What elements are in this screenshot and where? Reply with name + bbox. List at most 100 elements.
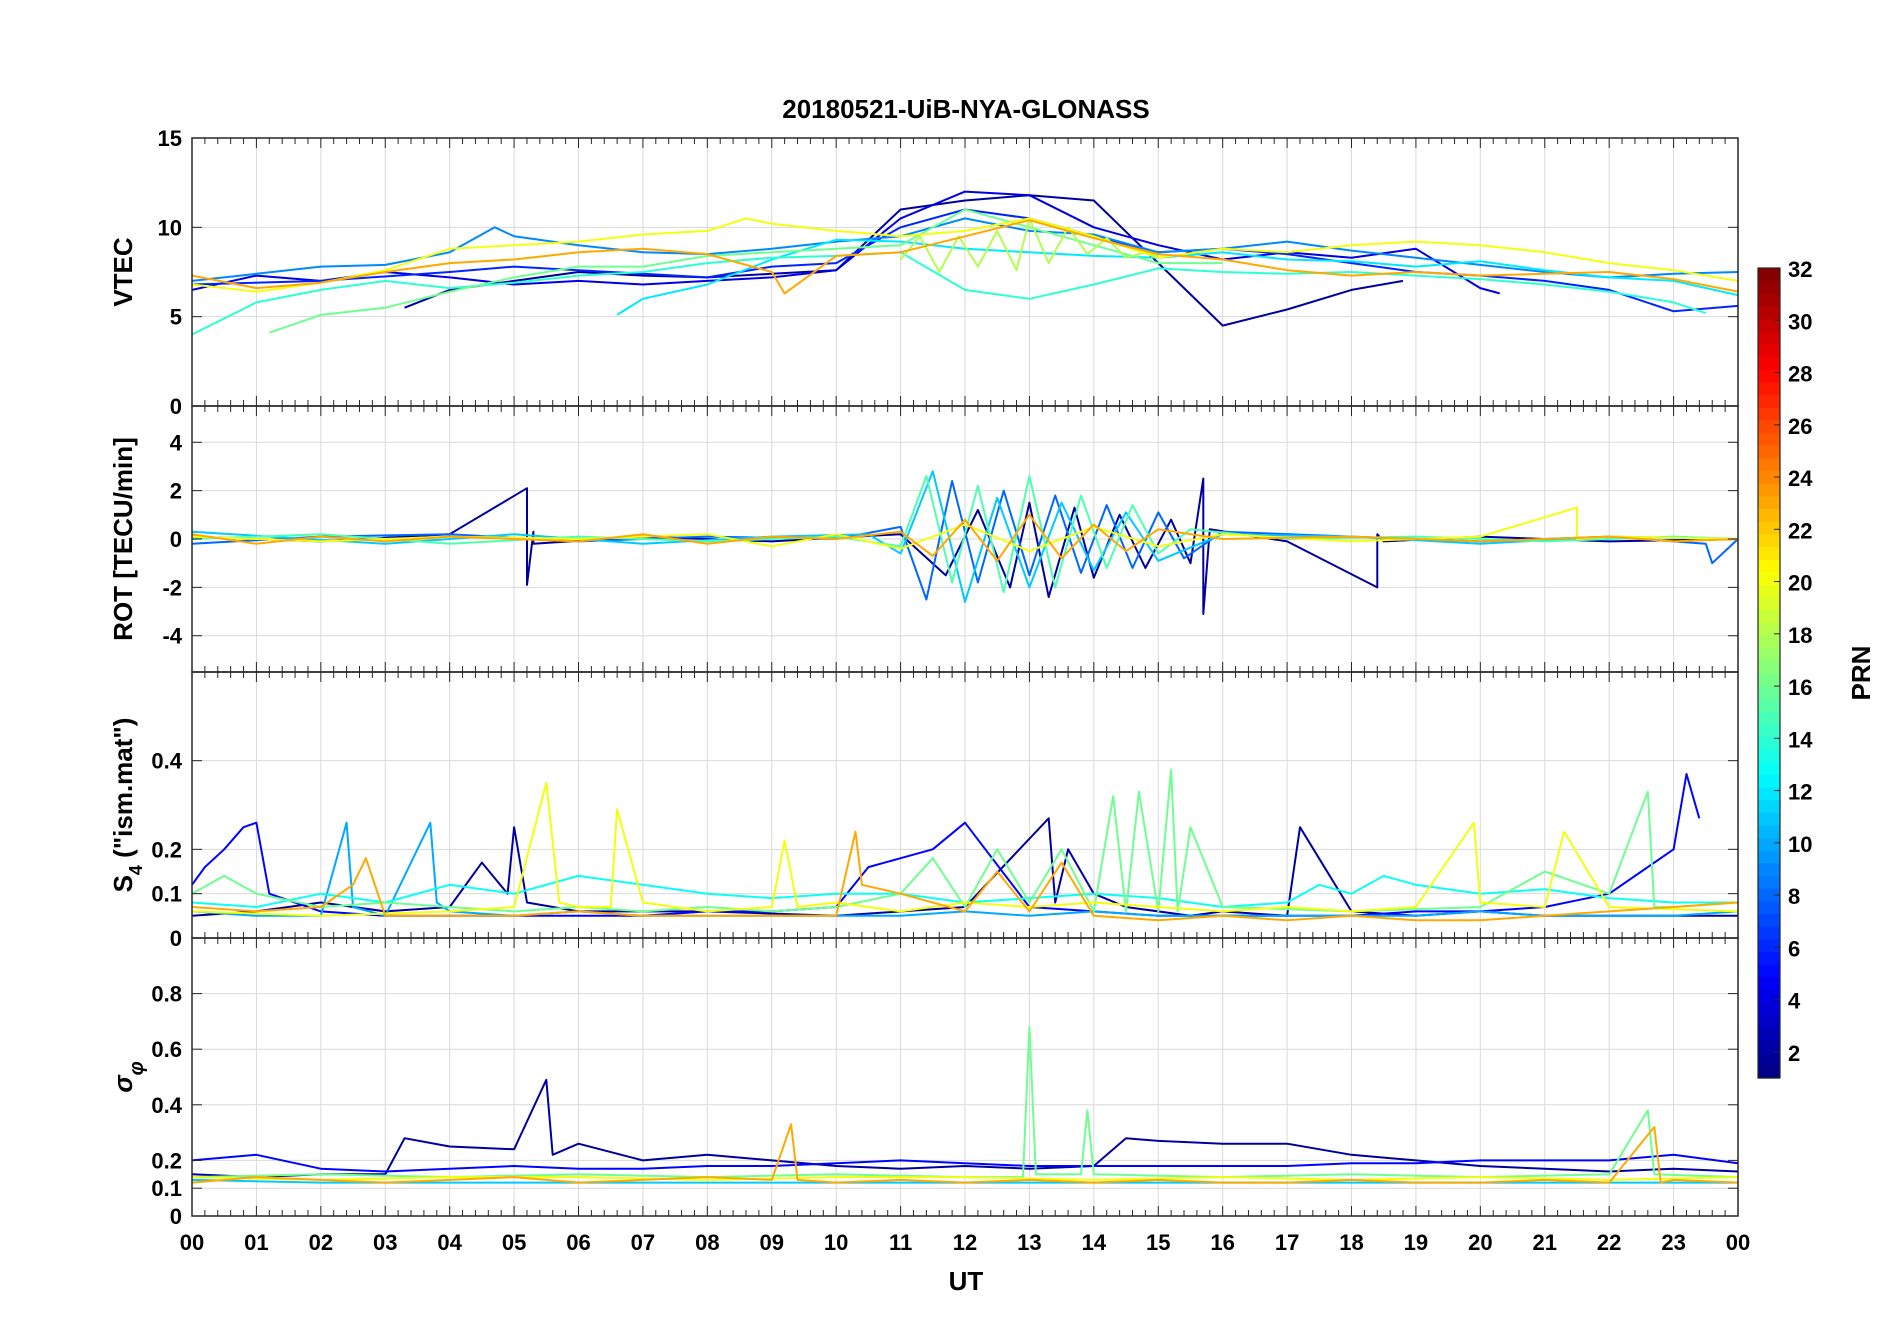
- colorbar-swatch: [1758, 799, 1780, 813]
- colorbar-swatch: [1758, 1052, 1780, 1066]
- series-line-prn-23: [192, 219, 1738, 295]
- y-tick-label: 0.1: [151, 1176, 182, 1201]
- colorbar-tick-label: 24: [1788, 466, 1813, 491]
- series-group: [192, 470, 1738, 615]
- panel-rot: -4 -2 0 2 4 ROT [TECU/min]: [108, 405, 1739, 673]
- colorbar-tick-label: 20: [1788, 571, 1812, 596]
- series-line-prn-16: [192, 768, 1738, 913]
- series-line-prn-20: [192, 1176, 1738, 1181]
- colorbar-swatch: [1758, 976, 1780, 991]
- colorbar-swatch: [1758, 1065, 1780, 1079]
- series-line-prn-2: [192, 477, 1738, 615]
- colorbar-tick-label: 30: [1788, 309, 1812, 334]
- colorbar-swatch: [1758, 812, 1780, 826]
- colorbar-swatch: [1758, 483, 1780, 497]
- x-tick-label: 21: [1533, 1230, 1557, 1255]
- colorbar-swatch: [1758, 710, 1780, 725]
- colorbar-swatch: [1758, 369, 1780, 383]
- series-line-prn-23: [192, 1123, 1738, 1184]
- colorbar-tick-label: 4: [1788, 989, 1801, 1014]
- x-tick-label: 15: [1146, 1230, 1170, 1255]
- colorbar-swatch: [1758, 1014, 1780, 1028]
- panel-sigma-phi: 0 0.1 0.2 0.4 0.6 0.8 σφ 00 01 02 03 04 05 06 07 08 09 10…: [108, 937, 1750, 1255]
- colorbar-swatch: [1758, 685, 1780, 699]
- colorbar-swatch: [1758, 533, 1780, 548]
- colorbar-swatch: [1758, 268, 1780, 282]
- colorbar-tick-label: 28: [1788, 362, 1812, 387]
- colorbar-tick-label: 14: [1788, 727, 1813, 752]
- x-tick-label: 08: [695, 1230, 719, 1255]
- x-tick-label: 01: [244, 1230, 268, 1255]
- colorbar-tick-label: 8: [1788, 884, 1800, 909]
- x-tick-label: 23: [1661, 1230, 1685, 1255]
- colorbar-swatch: [1758, 736, 1780, 750]
- y-tick-label: 0: [170, 394, 182, 419]
- colorbar-swatch: [1758, 647, 1780, 661]
- series-line-prn-20: [192, 217, 1738, 293]
- colorbar-swatch: [1758, 280, 1780, 294]
- x-tick-label: 11: [889, 1230, 912, 1255]
- colorbar-tick-label: 12: [1788, 780, 1812, 805]
- colorbar-tick-label: 26: [1788, 414, 1812, 439]
- colorbar-swatch: [1758, 900, 1780, 915]
- series-line-prn-23: [192, 830, 1738, 922]
- series-line-prn-20: [192, 781, 1738, 917]
- y-tick-label: 0.6: [151, 1037, 182, 1062]
- x-tick-label: 22: [1597, 1230, 1621, 1255]
- series-line-prn-16: [192, 1026, 1738, 1179]
- colorbar-swatch: [1758, 913, 1780, 927]
- colorbar-swatch: [1758, 407, 1780, 421]
- colorbar-swatch: [1758, 673, 1780, 687]
- y-axis-label-rot: ROT [TECU/min]: [108, 437, 138, 641]
- colorbar-swatch: [1758, 571, 1780, 586]
- x-tick-label: 07: [631, 1230, 655, 1255]
- colorbar-swatch: [1758, 862, 1780, 877]
- x-tick-label: 02: [309, 1230, 333, 1255]
- panel-s4: 0 0.1 0.2 0.4S4 ("ism.mat"): [108, 671, 1739, 951]
- colorbar-swatch: [1758, 875, 1780, 889]
- panel-vtec: 0 5 10 15 VTEC: [108, 126, 1739, 419]
- colorbar-swatch: [1758, 457, 1780, 472]
- x-tick-label: 09: [760, 1230, 784, 1255]
- y-tick-label: 0.1: [151, 882, 182, 907]
- y-tick-label: 0.4: [151, 1093, 182, 1118]
- series-line-prn-14: [192, 251, 1707, 336]
- y-tick-label: -2: [162, 575, 182, 600]
- colorbar-tick-label: 22: [1788, 518, 1812, 543]
- colorbar-swatch: [1758, 597, 1780, 611]
- colorbar-swatch: [1758, 774, 1780, 788]
- series-line-prn-20: [192, 506, 1738, 553]
- x-tick-label: 03: [373, 1230, 397, 1255]
- x-tick-label: 19: [1404, 1230, 1428, 1255]
- colorbar-swatch: [1758, 381, 1780, 396]
- colorbar-swatch: [1758, 495, 1780, 510]
- colorbar-tick-label: 2: [1788, 1041, 1800, 1066]
- colorbar-swatch: [1758, 698, 1780, 712]
- y-tick-label: 0.2: [151, 1148, 182, 1173]
- x-tick-label: 10: [824, 1230, 848, 1255]
- y-tick-label: 15: [158, 126, 182, 151]
- x-tick-label: 06: [566, 1230, 590, 1255]
- colorbar-swatch: [1758, 1027, 1780, 1041]
- colorbar-swatch: [1758, 1002, 1780, 1016]
- colorbar-frame: [1757, 267, 1781, 1079]
- y-tick-label: 10: [158, 215, 182, 240]
- colorbar-swatch: [1758, 318, 1780, 332]
- colorbar-swatch: [1758, 786, 1780, 801]
- colorbar-swatch: [1758, 343, 1780, 358]
- colorbar-swatch: [1758, 837, 1780, 851]
- series-group: [192, 768, 1738, 922]
- y-tick-label: 4: [170, 430, 183, 455]
- x-tick-label: 05: [502, 1230, 526, 1255]
- colorbar-tick-label: 32: [1788, 257, 1812, 282]
- y-tick-label: 0: [170, 926, 182, 951]
- colorbar-tick-label: 18: [1788, 623, 1812, 648]
- colorbar-swatch: [1758, 356, 1780, 370]
- series-line-prn-15: [192, 475, 1738, 594]
- x-tick-label: 17: [1275, 1230, 1299, 1255]
- x-tick-label: 04: [437, 1230, 462, 1255]
- colorbar-swatch: [1758, 419, 1780, 434]
